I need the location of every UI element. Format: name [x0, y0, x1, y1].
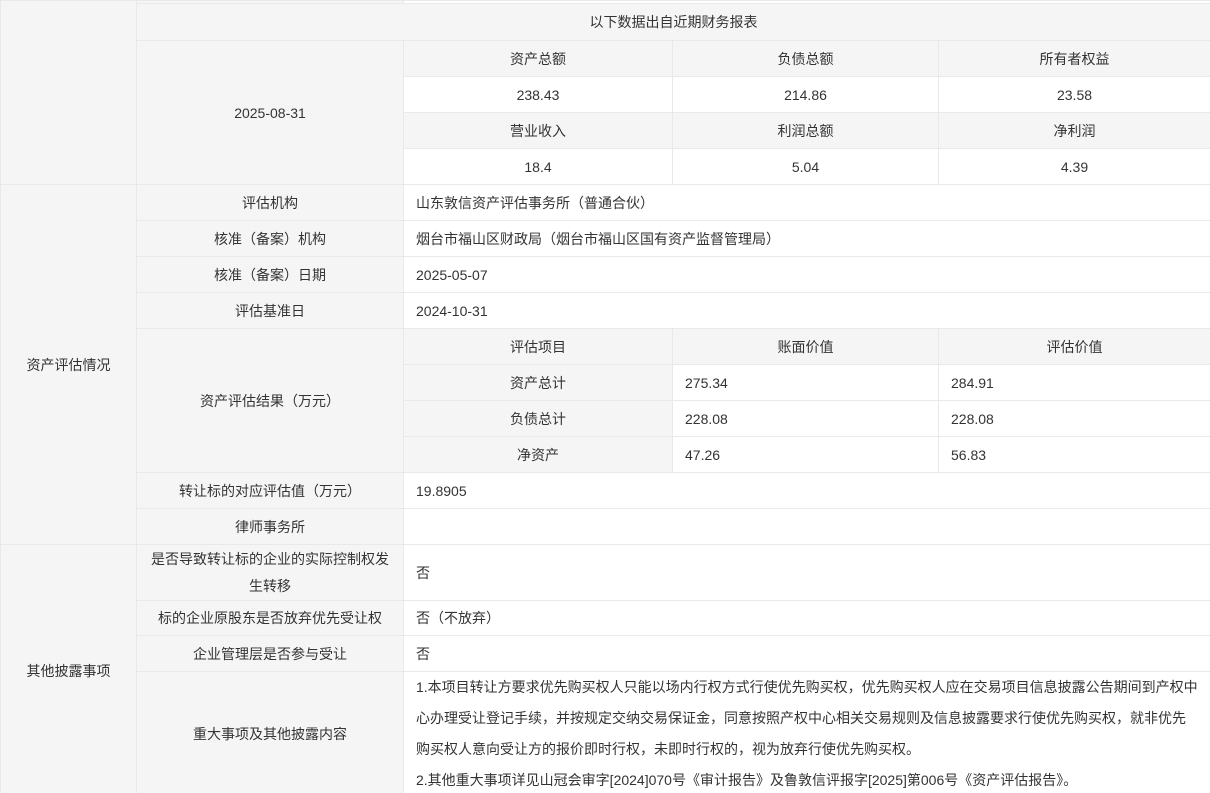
eval-row-liabilities-eval: 228.08	[937, 400, 1210, 437]
section-cell-empty	[0, 0, 137, 185]
table-row: 核准（备案）日期 2025-05-07	[1, 256, 1210, 293]
major-items-value: 1.本项目转让方要求优先购买权人只能以场内行权方式行使优先购买权，优先购买权人应…	[402, 671, 1210, 793]
control-transfer-label: 是否导致转让标的企业的实际控制权发生转移	[136, 544, 404, 601]
eval-base-date-value: 2024-10-31	[402, 292, 1210, 329]
eval-row-assets-book: 275.34	[672, 364, 939, 401]
assets-total-value: 238.43	[403, 76, 673, 113]
waive-right-label: 标的企业原股东是否放弃优先受让权	[136, 600, 404, 636]
table-row: 238.43 214.86 23.58	[1, 76, 1210, 113]
approval-org-label: 核准（备案）机构	[136, 220, 404, 257]
table-row: 资产总计 275.34 284.91	[1, 364, 1210, 401]
eval-row-netassets-label: 净资产	[403, 436, 673, 473]
table-row: 转让标的对应评估值（万元） 19.8905	[1, 472, 1210, 509]
approval-date-label: 核准（备案）日期	[136, 256, 404, 293]
table-row: 18.4 5.04 4.39	[1, 148, 1210, 185]
management-participation-label: 企业管理层是否参与受让	[136, 635, 404, 672]
section-label-asset-eval: 资产评估情况	[0, 184, 137, 545]
table-row	[0, 0, 1210, 185]
eval-result-label: 资产评估结果（万元）	[136, 328, 404, 473]
major-items-paragraph-1: 1.本项目转让方要求优先购买权人只能以场内行权方式行使优先购买权，优先购买权人应…	[416, 679, 1198, 757]
waive-right-value: 否（不放弃）	[402, 600, 1210, 636]
management-participation-value: 否	[402, 635, 1210, 672]
table-row: 评估基准日 2024-10-31	[1, 292, 1210, 329]
approval-org-value: 烟台市福山区财政局（烟台市福山区国有资产监督管理局）	[402, 220, 1210, 257]
law-firm-value	[402, 508, 1210, 545]
liabilities-total-value: 214.86	[672, 76, 939, 113]
table-row: 其他披露事项 是否导致转让标的企业的实际控制权发生转移 否	[0, 544, 1210, 793]
eval-row-liabilities-book: 228.08	[672, 400, 939, 437]
table-row: 以下数据出自近期财务报表	[1, 3, 1210, 41]
transfer-eval-value: 19.8905	[402, 472, 1210, 509]
eval-row-netassets-eval: 56.83	[937, 436, 1210, 473]
profit-total-value: 5.04	[672, 148, 939, 185]
liabilities-total-header: 负债总额	[672, 40, 939, 77]
table-row: 净资产 47.26 56.83	[1, 436, 1210, 473]
financial-table-title: 以下数据出自近期财务报表	[135, 3, 1210, 41]
operating-revenue-header: 营业收入	[403, 112, 673, 149]
owner-equity-value: 23.58	[937, 76, 1210, 113]
eval-row-assets-eval: 284.91	[937, 364, 1210, 401]
law-firm-label: 律师事务所	[136, 508, 404, 545]
net-profit-header: 净利润	[937, 112, 1210, 149]
table-row: 资产评估情况 评估机构 山东敦信资产评估事务所（普通合伙）	[0, 184, 1210, 545]
book-value-header: 账面价值	[672, 328, 939, 365]
eval-row-netassets-book: 47.26	[672, 436, 939, 473]
table-row: 核准（备案）机构 烟台市福山区财政局（烟台市福山区国有资产监督管理局）	[1, 220, 1210, 257]
eval-agency-label: 评估机构	[136, 184, 404, 221]
approval-date-value: 2025-05-07	[402, 256, 1210, 293]
control-transfer-value: 否	[402, 544, 1210, 601]
assets-total-header: 资产总额	[403, 40, 673, 77]
table-row: 企业管理层是否参与受让 否	[1, 635, 1210, 672]
major-items-label: 重大事项及其他披露内容	[136, 671, 404, 793]
eval-value-header: 评估价值	[937, 328, 1210, 365]
eval-agency-value: 山东敦信资产评估事务所（普通合伙）	[402, 184, 1210, 221]
transfer-eval-label: 转让标的对应评估值（万元）	[136, 472, 404, 509]
eval-base-date-label: 评估基准日	[136, 292, 404, 329]
table-row: 2025-08-31 资产总额 负债总额 所有者权益	[1, 40, 1210, 185]
financial-report-date: 2025-08-31	[136, 40, 404, 185]
table-row: 标的企业原股东是否放弃优先受让权 否（不放弃）	[1, 600, 1210, 636]
eval-item-header: 评估项目	[403, 328, 673, 365]
eval-row-assets-label: 资产总计	[403, 364, 673, 401]
owner-equity-header: 所有者权益	[937, 40, 1210, 77]
table-row: 律师事务所	[1, 508, 1210, 545]
section-label-other-disclosure: 其他披露事项	[0, 544, 137, 793]
operating-revenue-value: 18.4	[403, 148, 673, 185]
major-items-paragraph-2: 2.其他重大事项详见山冠会审字[2024]070号《审计报告》及鲁敦信评报字[2…	[416, 772, 1078, 788]
profit-total-header: 利润总额	[672, 112, 939, 149]
table-row: 重大事项及其他披露内容 1.本项目转让方要求优先购买权人只能以场内行权方式行使优…	[1, 671, 1210, 793]
table-row: 资产评估结果（万元） 评估项目 账面价值 评估价值	[1, 328, 1210, 473]
eval-row-liabilities-label: 负债总计	[403, 400, 673, 437]
net-profit-value: 4.39	[937, 148, 1210, 185]
